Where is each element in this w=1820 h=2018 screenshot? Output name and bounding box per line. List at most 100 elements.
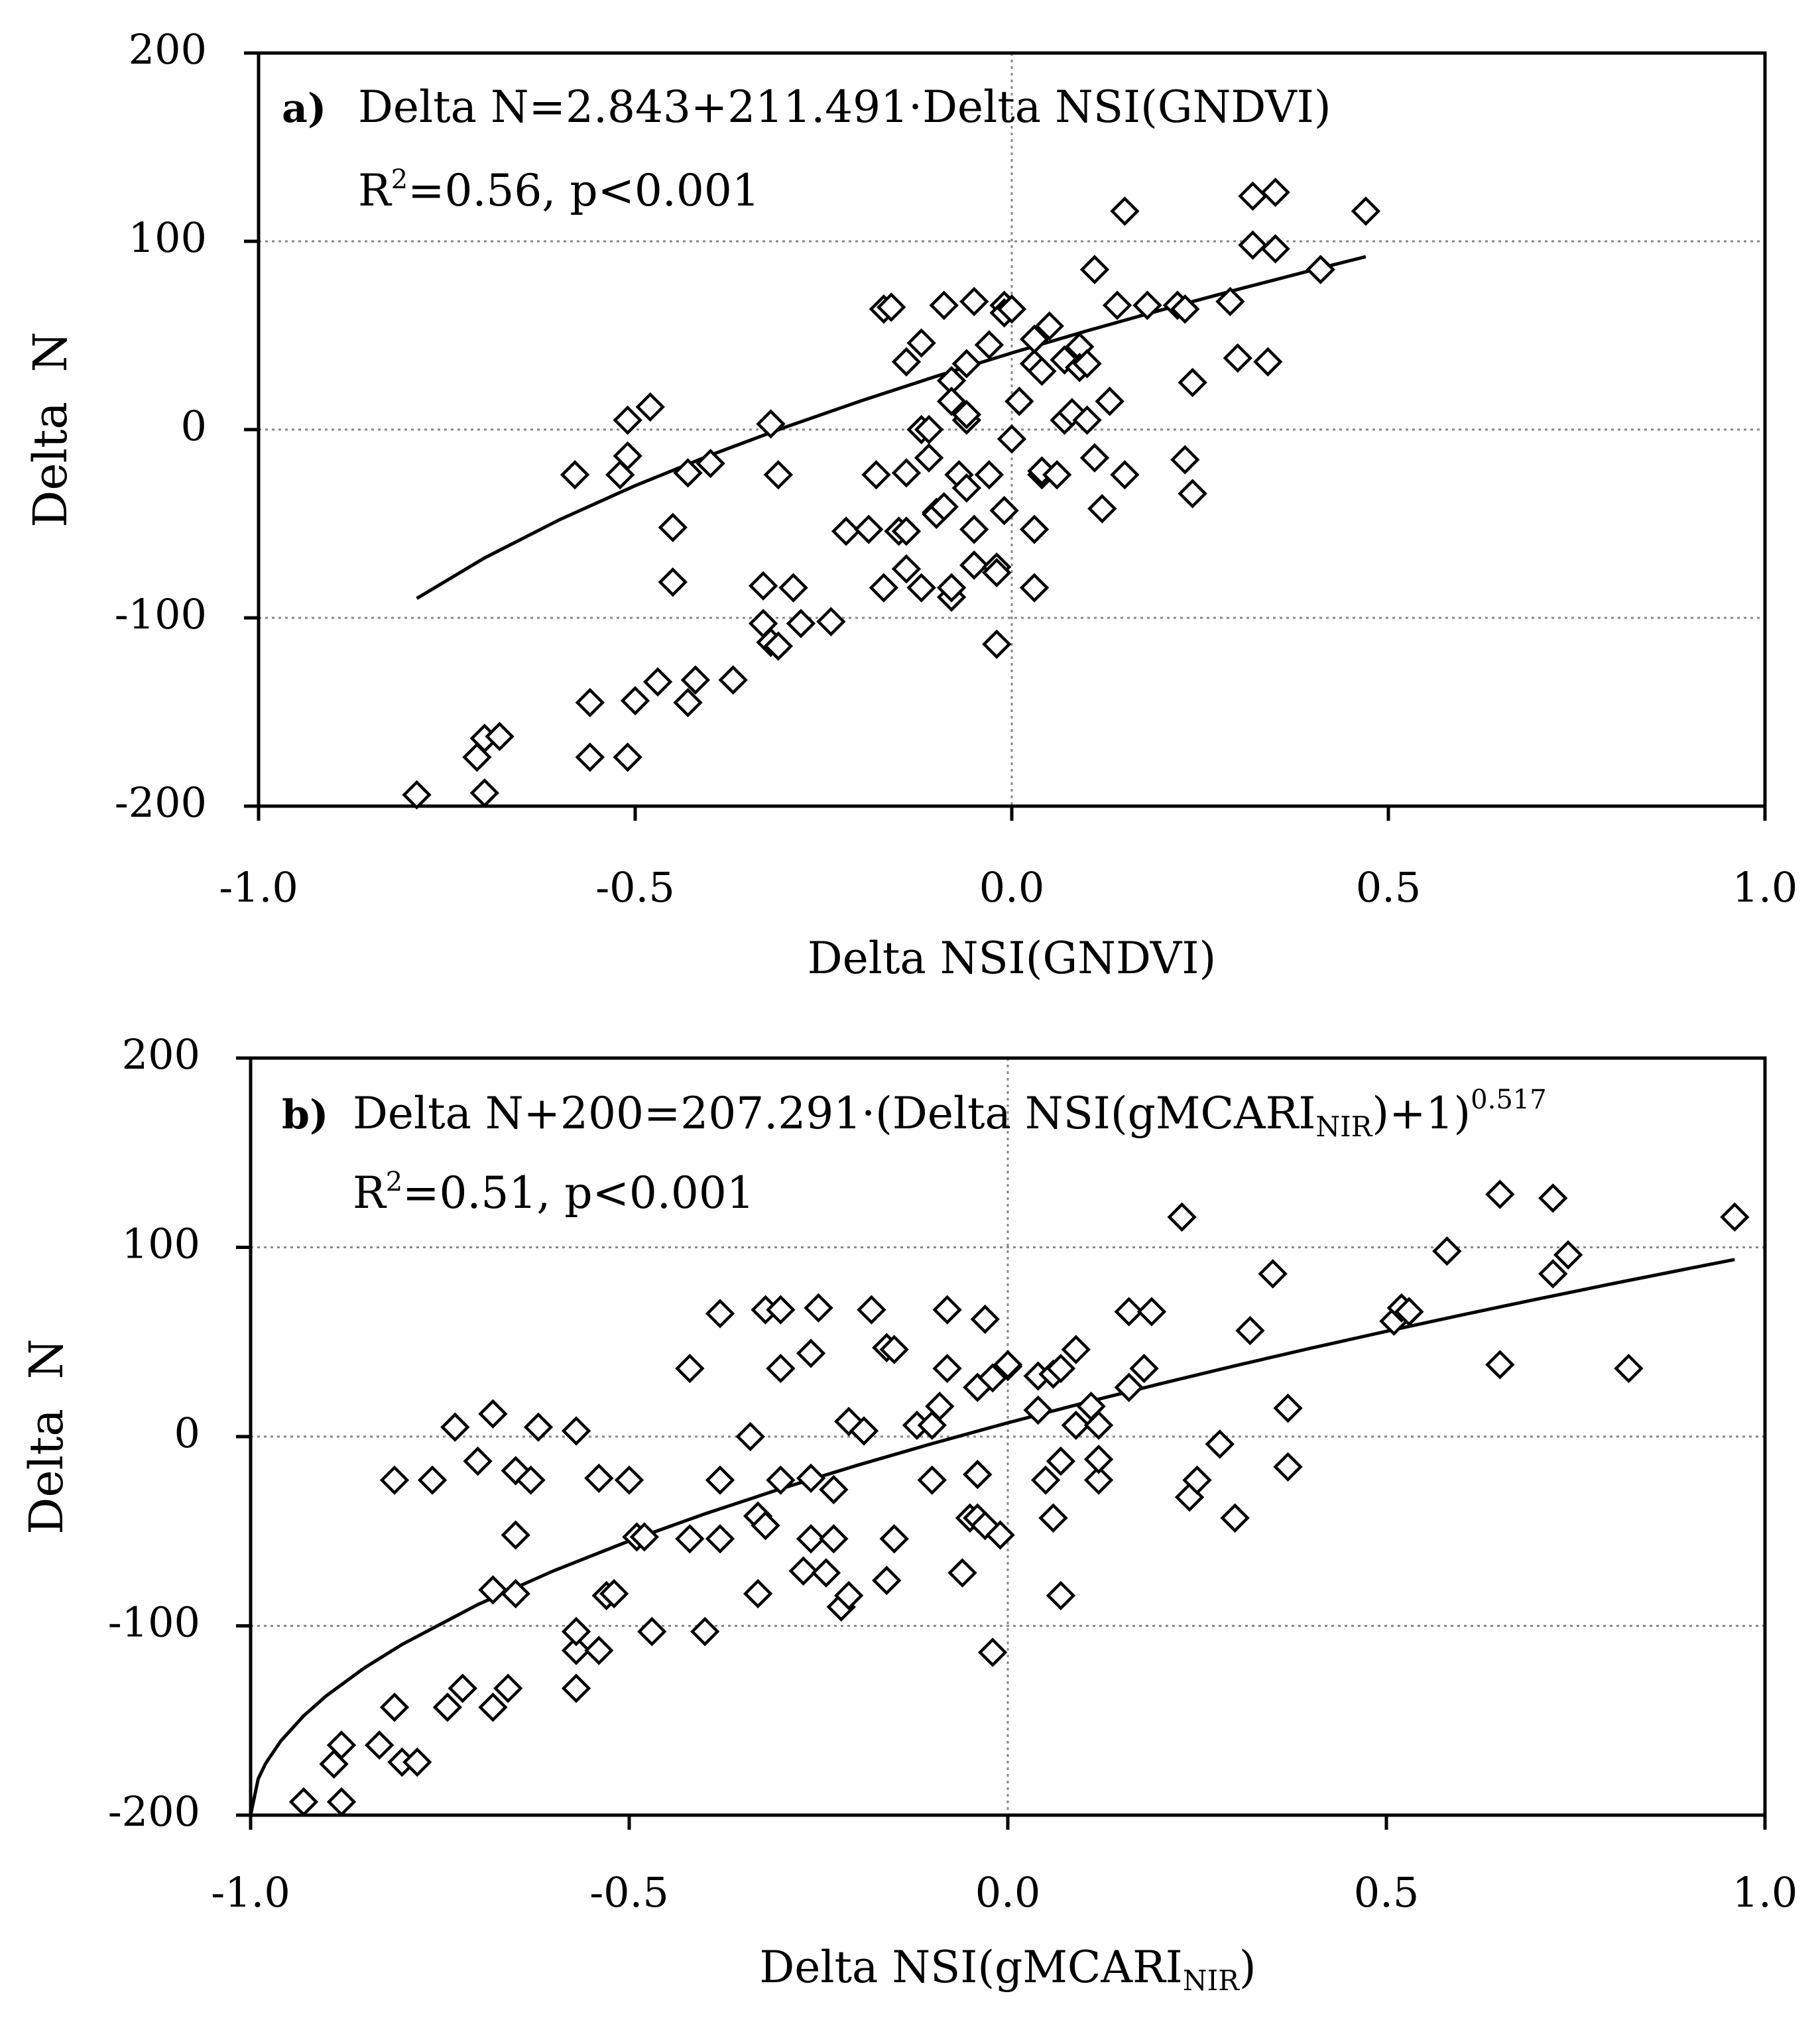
equation-b-sub: NIR bbox=[1315, 1110, 1372, 1143]
data-point bbox=[485, 721, 515, 752]
grid-b bbox=[251, 1058, 1765, 1815]
data-point bbox=[1273, 1452, 1303, 1482]
x-tick-label: -1.0 bbox=[211, 1868, 290, 1917]
data-point bbox=[635, 392, 665, 422]
data-point bbox=[1132, 290, 1162, 320]
data-point bbox=[974, 330, 1004, 360]
data-point bbox=[1046, 1354, 1076, 1384]
data-point bbox=[751, 1511, 780, 1541]
data-point bbox=[326, 1730, 357, 1760]
data-point bbox=[1178, 479, 1207, 508]
data-point bbox=[1305, 255, 1335, 284]
data-point bbox=[932, 1295, 962, 1325]
y-axis-label-b: Delta N bbox=[19, 1338, 74, 1535]
x-tick-label: -1.0 bbox=[219, 863, 298, 912]
data-point bbox=[891, 516, 922, 546]
equation-b: Delta N+200=207.291·(Delta NSI(gMCARINIR… bbox=[353, 1085, 1547, 1143]
data-point bbox=[1114, 1372, 1144, 1402]
data-point bbox=[891, 458, 922, 488]
data-point bbox=[1720, 1202, 1750, 1232]
data-point bbox=[599, 1578, 629, 1609]
data-point bbox=[906, 328, 936, 358]
data-point bbox=[766, 1465, 796, 1495]
data-point bbox=[379, 1692, 410, 1722]
data-point bbox=[1136, 1297, 1167, 1327]
data-point bbox=[1182, 1465, 1212, 1495]
data-point bbox=[796, 1463, 826, 1493]
data-point bbox=[963, 1459, 993, 1490]
data-point bbox=[402, 1747, 432, 1777]
data-point bbox=[1046, 1580, 1076, 1611]
data-point bbox=[917, 1465, 947, 1495]
data-point bbox=[478, 1399, 508, 1429]
data-point bbox=[613, 441, 642, 471]
data-point bbox=[993, 1350, 1023, 1380]
data-point bbox=[929, 492, 959, 522]
x-tick-labels-a: -1.0 -0.5 0.0 0.5 1.0 bbox=[219, 863, 1797, 912]
data-point bbox=[914, 443, 944, 473]
stats-b: R2=0.51, p<0.001 bbox=[353, 1167, 755, 1218]
data-point bbox=[1034, 311, 1064, 341]
data-point bbox=[1079, 443, 1110, 473]
stats-text-a: =0.56, p<0.001 bbox=[408, 165, 760, 216]
data-point bbox=[959, 514, 989, 544]
data-point bbox=[1061, 1410, 1091, 1441]
data-point bbox=[1485, 1350, 1515, 1380]
data-point bbox=[756, 409, 786, 439]
x-axis-label-b-sub: NIR bbox=[1183, 1964, 1240, 1997]
data-point bbox=[951, 349, 982, 379]
data-point bbox=[959, 286, 989, 317]
data-point bbox=[705, 1465, 735, 1495]
data-point bbox=[1072, 405, 1102, 435]
data-point bbox=[1083, 1410, 1114, 1441]
data-point bbox=[1083, 1445, 1114, 1474]
data-point bbox=[816, 607, 846, 636]
data-point bbox=[959, 550, 989, 580]
stats-sup-a: 2 bbox=[391, 164, 408, 195]
data-point bbox=[642, 667, 673, 697]
data-point bbox=[977, 1637, 1008, 1667]
data-point bbox=[1046, 1446, 1076, 1476]
data-point bbox=[620, 685, 650, 716]
data-point bbox=[891, 554, 922, 584]
data-point bbox=[906, 573, 936, 603]
data-point bbox=[1178, 367, 1207, 398]
data-point bbox=[1223, 343, 1252, 373]
data-point bbox=[877, 292, 906, 322]
x-tick-label: 0.5 bbox=[1354, 1868, 1420, 1917]
data-point bbox=[891, 347, 922, 377]
data-point bbox=[982, 558, 1012, 588]
data-point bbox=[1258, 1259, 1288, 1289]
data-point bbox=[766, 1295, 796, 1325]
data-point bbox=[1102, 290, 1132, 320]
x-tick-label: -0.5 bbox=[595, 863, 675, 912]
data-point bbox=[1038, 1503, 1068, 1533]
data-point bbox=[1238, 181, 1268, 211]
data-point bbox=[658, 567, 688, 597]
data-point bbox=[658, 512, 688, 542]
data-point bbox=[1072, 349, 1102, 379]
data-point bbox=[326, 1787, 357, 1817]
equation-b-tail: )+1) bbox=[1372, 1088, 1471, 1139]
data-point bbox=[786, 609, 816, 638]
data-point bbox=[1170, 445, 1200, 475]
data-point bbox=[879, 1335, 909, 1364]
data-point bbox=[819, 1523, 849, 1554]
stats-symbol-a: R bbox=[358, 165, 393, 216]
data-point bbox=[637, 1616, 667, 1647]
data-point bbox=[379, 1465, 410, 1495]
x-axis-label-a: Delta NSI(GNDVI) bbox=[808, 933, 1216, 984]
data-point bbox=[1083, 1465, 1114, 1495]
y-tick-labels-a: 200 100 0 -100 -200 bbox=[115, 25, 207, 827]
data-point bbox=[478, 1692, 508, 1722]
x-tick-label: 1.0 bbox=[1732, 1868, 1798, 1917]
data-point bbox=[743, 1578, 773, 1609]
data-point bbox=[947, 1558, 977, 1588]
y-tick-labels-b: 200 100 0 -100 -200 bbox=[108, 1030, 200, 1836]
data-point bbox=[432, 1692, 463, 1722]
y-tick-label: 100 bbox=[122, 1220, 200, 1268]
data-point bbox=[1061, 1335, 1091, 1364]
data-point bbox=[614, 1465, 644, 1495]
data-point bbox=[811, 1558, 841, 1588]
